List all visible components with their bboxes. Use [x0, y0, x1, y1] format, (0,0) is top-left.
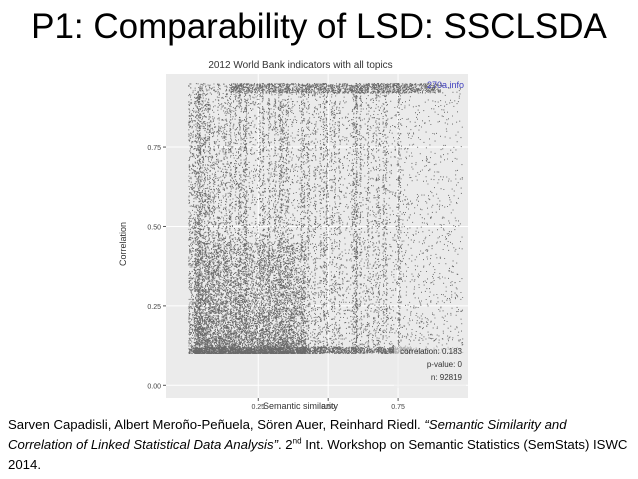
stats-bg — [394, 346, 466, 388]
source-label: 270a.info — [427, 80, 464, 90]
x-tick-label: 0.25 — [251, 404, 265, 411]
citation-authors: Sarven Capadisli, Albert Meroño-Peñuela,… — [8, 417, 425, 432]
axes: 0.00 0.25 0.50 0.75 0.25 0.50 0.75 — [147, 145, 405, 411]
scatter-plot: 0.00 0.25 0.50 0.75 0.25 0.50 0.75 270a.info c… — [147, 74, 468, 411]
y-axis-label: Correlation — [118, 221, 128, 266]
citation-ordinal: nd — [292, 436, 302, 446]
y-tick-label: 0.75 — [147, 145, 161, 152]
y-tick-label: 0.25 — [147, 304, 161, 311]
x-tick-label: 0.50 — [321, 404, 335, 411]
y-tick-label: 0.50 — [147, 224, 161, 231]
chart-title: 2012 World Bank indicators with all topi… — [208, 60, 393, 71]
y-tick-label: 0.00 — [147, 383, 161, 390]
citation: Sarven Capadisli, Albert Meroño-Peñuela,… — [8, 415, 630, 475]
stats-n: n: 92819 — [431, 373, 463, 382]
scatter-figure: 0.00 0.25 0.50 0.75 0.25 0.50 0.75 270a.info c… — [118, 56, 473, 418]
scatter-point-cloud — [188, 82, 464, 355]
scatter-points — [188, 82, 464, 355]
citation-after-title: . 2 — [277, 437, 293, 452]
slide-title: P1: Comparability of LSD: SSCLSDA — [31, 7, 607, 46]
stats-correlation: correlation: 0.183 — [400, 347, 462, 356]
citation-paper-title: “Semantic Similarity and Correlation of … — [8, 417, 567, 452]
stats-pvalue: p-value: 0 — [427, 360, 463, 369]
x-axis-label: Semantic similarity — [262, 401, 338, 411]
citation-venue: Int. Workshop on Semantic Statistics (Se… — [8, 437, 628, 472]
x-tick-label: 0.75 — [391, 404, 405, 411]
